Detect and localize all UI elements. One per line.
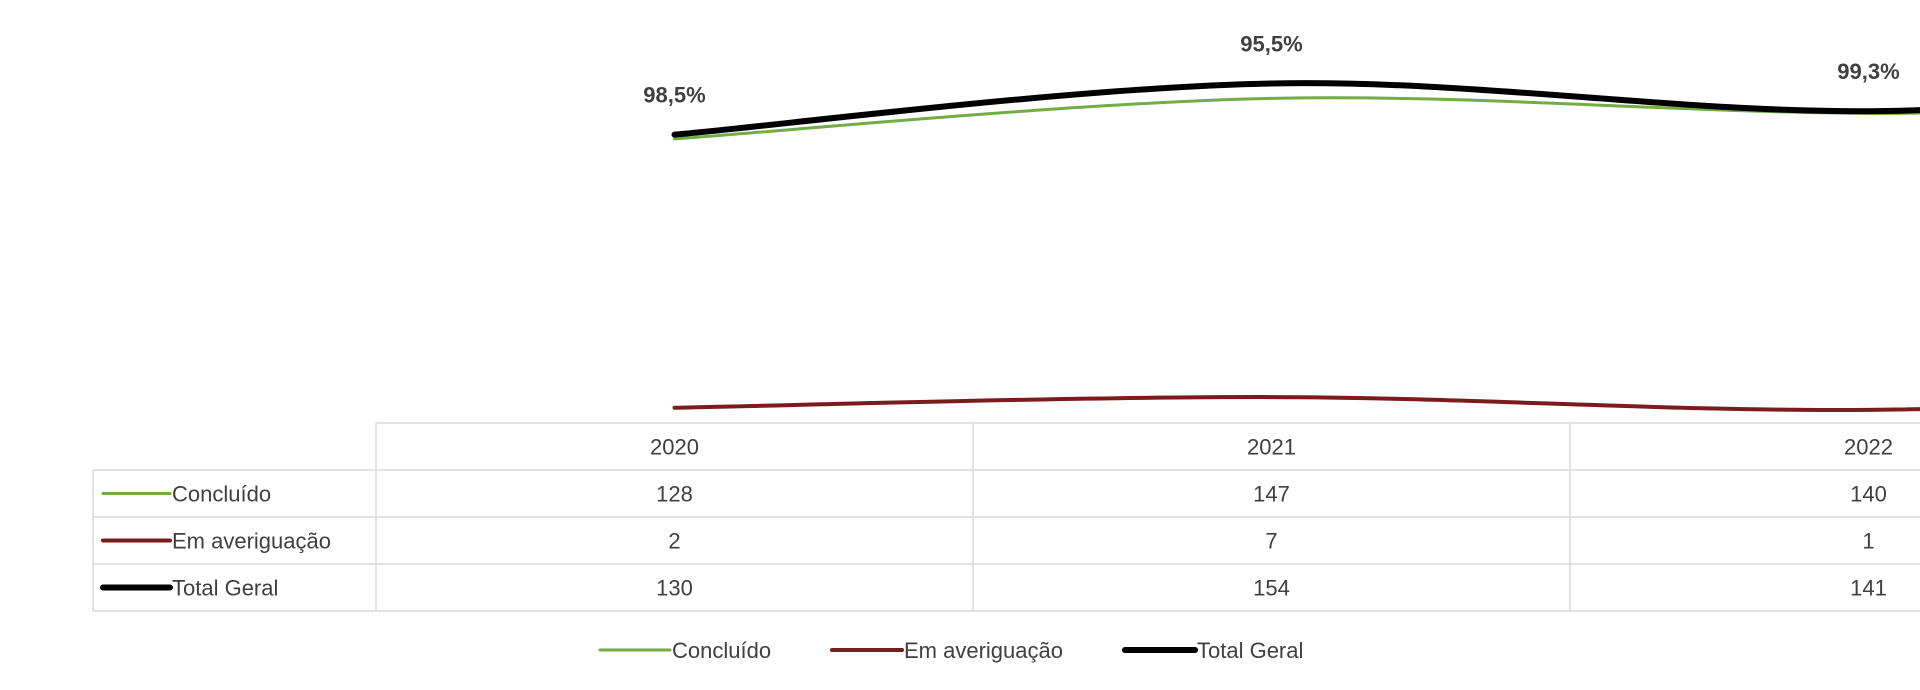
series-line-em-averiguacao: [675, 374, 1920, 410]
table-cell-value: 2: [668, 529, 680, 554]
table-cell-value: 130: [656, 576, 693, 601]
table-row-label: Concluído: [172, 482, 271, 507]
table-cell-value: 147: [1253, 482, 1290, 507]
data-table: 20202021202220232024Concluído12814714014…: [93, 423, 1920, 611]
percent-label: 98,5%: [643, 83, 705, 108]
percent-label: 95,5%: [1240, 31, 1302, 56]
table-cell-value: 7: [1265, 529, 1277, 554]
legend-label-concluido: Concluído: [672, 638, 771, 663]
table-header-year: 2022: [1844, 435, 1893, 460]
table-header-year: 2020: [650, 435, 699, 460]
legend-label-total-geral: Total Geral: [1197, 638, 1303, 663]
series-lines: [675, 78, 1920, 410]
table-cell-value: 1: [1862, 529, 1874, 554]
legend: Concluído Em averiguação Total Geral: [600, 638, 1303, 663]
table-cell-value: 141: [1850, 576, 1887, 601]
legend-label-em-averiguacao: Em averiguação: [904, 638, 1063, 663]
percent-label: 99,3%: [1837, 59, 1899, 84]
table-cell-value: 154: [1253, 576, 1290, 601]
table-header-year: 2021: [1247, 435, 1296, 460]
table-row-label: Total Geral: [172, 576, 278, 601]
table-cell-value: 140: [1850, 482, 1887, 507]
table-row-label: Em averiguação: [172, 529, 331, 554]
table-cell-value: 128: [656, 482, 693, 507]
